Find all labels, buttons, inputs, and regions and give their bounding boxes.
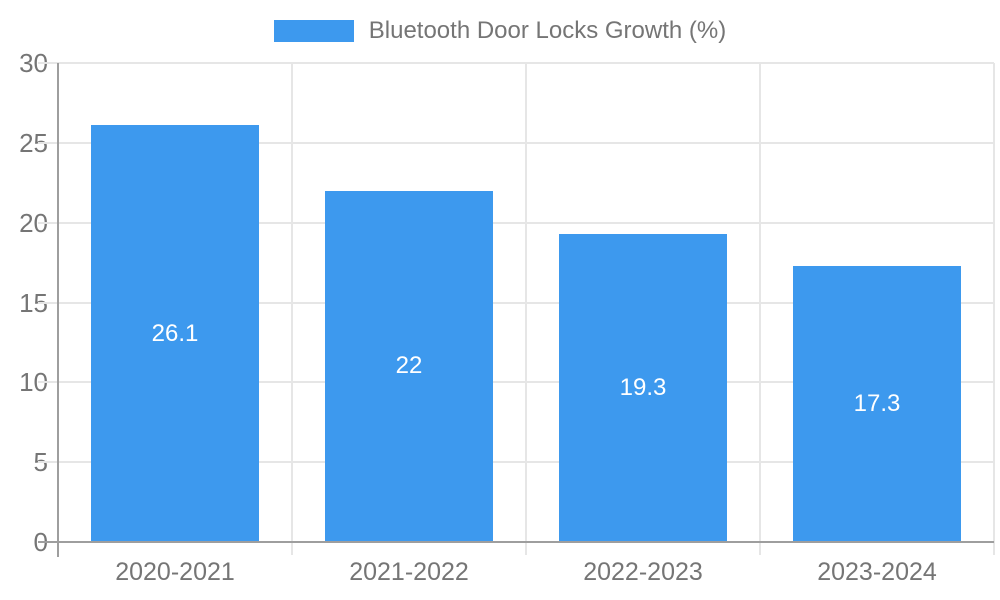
gridline [291,63,293,555]
gridline [38,461,994,464]
x-axis-category-label: 2021-2022 [349,558,469,586]
y-axis-line [57,63,59,557]
legend-label: Bluetooth Door Locks Growth (%) [368,17,727,44]
gridline [38,141,994,144]
plot-area: 26.1 22 19.3 17.3 [38,62,995,557]
legend-swatch-icon [273,20,354,42]
bar-2023-2024[interactable]: 17.3 [793,265,961,542]
x-axis-category-label: 2022-2023 [583,558,703,586]
x-axis-line [38,541,994,543]
bar-value-label: 26.1 [151,319,199,347]
bar-2020-2021[interactable]: 26.1 [91,125,259,542]
gridline [38,221,994,224]
x-axis-category-label: 2023-2024 [817,558,937,586]
gridline [525,63,527,555]
bar-2022-2023[interactable]: 19.3 [559,233,727,542]
bar-value-label: 22 [395,352,423,380]
gridline [759,63,761,555]
x-axis-category-label: 2020-2021 [115,558,235,586]
gridline [38,62,994,64]
bar-value-label: 17.3 [853,389,901,417]
x-axis: 2020-2021 2021-2022 2022-2023 2023-2024 [58,558,994,590]
gridline [38,301,994,304]
gridline [38,381,994,384]
gridline [993,63,995,555]
bar-2021-2022[interactable]: 22 [325,190,493,542]
legend[interactable]: Bluetooth Door Locks Growth (%) [0,16,1000,46]
bar-value-label: 19.3 [619,373,667,401]
y-axis: 051015202530 [0,50,48,555]
